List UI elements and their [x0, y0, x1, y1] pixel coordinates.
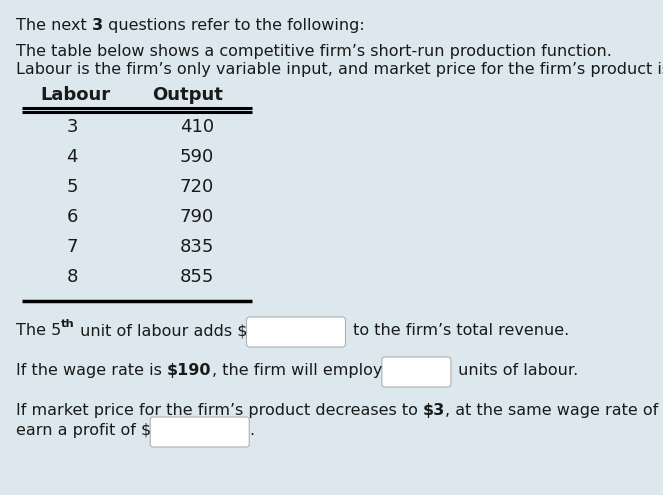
Text: 590: 590 [180, 148, 214, 166]
Text: The 5: The 5 [16, 323, 61, 338]
Text: th: th [61, 319, 75, 329]
Text: 3: 3 [66, 118, 78, 136]
Text: to the firm’s total revenue.: to the firm’s total revenue. [347, 323, 569, 338]
Text: 855: 855 [180, 268, 214, 286]
Text: 410: 410 [180, 118, 214, 136]
Text: $3: $3 [423, 403, 446, 418]
Text: , the firm will employ: , the firm will employ [211, 363, 382, 378]
Text: unit of labour adds $: unit of labour adds $ [75, 323, 247, 338]
Text: 3: 3 [92, 18, 103, 33]
Text: 720: 720 [180, 178, 214, 196]
FancyBboxPatch shape [151, 417, 249, 447]
Text: Output: Output [152, 86, 223, 104]
Text: Labour: Labour [40, 86, 110, 104]
Text: If the wage rate is: If the wage rate is [16, 363, 167, 378]
Text: 4: 4 [66, 148, 78, 166]
Text: .: . [249, 423, 255, 438]
Text: , at the same wage rate of: , at the same wage rate of [446, 403, 663, 418]
Text: 7: 7 [66, 238, 78, 256]
Text: earn a profit of $: earn a profit of $ [16, 423, 151, 438]
Text: 5: 5 [66, 178, 78, 196]
Text: 6: 6 [66, 208, 78, 226]
Text: questions refer to the following:: questions refer to the following: [103, 18, 365, 33]
FancyBboxPatch shape [247, 317, 345, 347]
Text: The table below shows a competitive firm’s short-run production function.: The table below shows a competitive firm… [16, 44, 612, 59]
Text: If market price for the firm’s product decreases to: If market price for the firm’s product d… [16, 403, 423, 418]
Text: 835: 835 [180, 238, 214, 256]
FancyBboxPatch shape [382, 357, 451, 387]
Text: units of labour.: units of labour. [453, 363, 578, 378]
Text: 8: 8 [66, 268, 78, 286]
Text: The next: The next [16, 18, 92, 33]
Text: 790: 790 [180, 208, 214, 226]
Text: $190: $190 [167, 363, 211, 378]
Text: Labour is the firm’s only variable input, and market price for the firm’s produc: Labour is the firm’s only variable input… [16, 62, 663, 77]
